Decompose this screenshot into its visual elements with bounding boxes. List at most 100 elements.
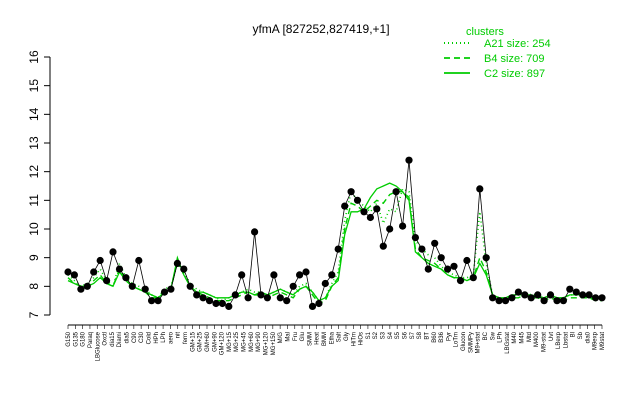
x-tick-label: G180: [81, 331, 87, 346]
data-point: [193, 291, 201, 299]
x-tick-label: M9+stat: [476, 332, 482, 354]
x-tick-label: LBGlucose: [95, 331, 101, 361]
data-point: [160, 288, 169, 296]
x-axis: G150 G135 G180 Paraq LBGlucose Oxctl dia15 Diam…: [66, 324, 606, 361]
chart-title: yfmA [827252,827419,+1]: [252, 22, 389, 36]
x-tick-label: Cold: [146, 332, 152, 344]
data-point: [341, 202, 349, 210]
data-point: [103, 277, 111, 285]
data-point: [405, 156, 413, 164]
data-point: [77, 285, 85, 293]
x-tick-label: Sw: [490, 331, 496, 340]
data-point: [366, 213, 374, 222]
data-point: [508, 294, 516, 302]
x-tick-label: M/G: [278, 332, 284, 344]
x-tick-label: S8: [417, 331, 423, 339]
data-point: [109, 248, 117, 256]
data-point: [534, 291, 542, 299]
data-point: [238, 271, 246, 279]
data-point: [592, 294, 600, 302]
y-tick-label: 11: [27, 194, 41, 207]
data-point: [115, 265, 124, 273]
data-point: [431, 239, 439, 247]
x-tick-label: G150: [66, 331, 72, 346]
x-tick-label: HiOs: [359, 332, 365, 345]
data-point: [456, 277, 465, 285]
data-point: [514, 288, 523, 296]
x-tick-label: MG+25: [234, 331, 240, 352]
legend-label: A21 size: 254: [484, 38, 551, 50]
x-tick-label: LBGstat: [505, 332, 511, 354]
x-tick-label: B60: [432, 331, 438, 342]
x-tick-label: M9exp: [593, 331, 599, 350]
x-tick-label: GM+120: [220, 331, 226, 355]
x-tick-label: G135: [73, 331, 79, 346]
x-tick-label: Heat: [315, 332, 321, 345]
data-point: [154, 297, 162, 305]
data-point: [148, 297, 156, 305]
data-point: [257, 291, 265, 299]
y-tick-label: 10: [27, 222, 41, 236]
x-tick-label: Mal: [285, 332, 291, 342]
x-tick-label: HPh: [154, 332, 160, 344]
legend-label: B4 size: 709: [484, 53, 545, 65]
data-point: [90, 268, 98, 276]
y-tick-label: 12: [27, 165, 41, 179]
data-point: [521, 291, 529, 299]
x-tick-label: MG+60: [249, 331, 255, 352]
data-point: [270, 271, 278, 279]
data-point: [469, 274, 477, 282]
data-point: [463, 256, 471, 265]
x-tick-label: Fru: [293, 332, 299, 341]
data-point: [540, 297, 548, 305]
data-point: [135, 256, 143, 265]
x-tick-label: GM+90: [212, 331, 218, 352]
data-point: [373, 205, 381, 213]
x-tick-label: BT: [424, 332, 430, 340]
data-point: [437, 254, 445, 262]
x-tick-label: BMM: [322, 332, 328, 346]
x-tick-label: aero: [168, 331, 174, 344]
x-tick-label: dia0: [585, 331, 591, 343]
data-point: [173, 259, 181, 267]
data-points: [64, 156, 606, 310]
data-point: [392, 188, 400, 196]
data-point: [489, 294, 497, 302]
data-point: [231, 291, 239, 299]
data-point: [379, 242, 387, 250]
x-tick-label: LBexp: [556, 331, 562, 349]
data-point: [585, 291, 593, 299]
x-tick-label: dia5: [125, 331, 131, 343]
data-point: [212, 299, 220, 308]
x-tick-label: MG+150: [271, 331, 277, 355]
data-point: [559, 297, 568, 305]
data-point: [308, 302, 317, 310]
x-tick-label: MG+45: [242, 331, 248, 352]
x-tick-label: M40: [512, 331, 518, 343]
data-point: [180, 265, 188, 273]
data-point: [302, 268, 310, 276]
x-tick-label: Pyr: [446, 332, 452, 341]
data-point: [218, 299, 226, 308]
data-point: [347, 188, 355, 196]
series-line-solid: [67, 182, 602, 302]
x-tick-label: S2: [373, 331, 379, 339]
x-tick-label: M400: [534, 331, 540, 347]
y-tick-label: 15: [27, 79, 41, 93]
data-point: [128, 282, 136, 290]
data-point: [424, 265, 432, 273]
x-tick-label: LPh: [498, 332, 504, 343]
y-tick-label: 7: [27, 311, 41, 318]
legend: clusters A21 size: 254 B4 size: 709 C2 siz…: [444, 26, 551, 80]
data-point: [205, 297, 214, 305]
x-tick-label: S5: [395, 331, 401, 339]
x-tick-label: Mtd: [527, 332, 533, 342]
x-tick-label: nit: [176, 332, 182, 339]
x-tick-label: LoTm: [454, 332, 460, 347]
data-point: [553, 297, 561, 305]
x-tick-label: MG+90: [256, 331, 262, 352]
x-tick-label: HiTm: [351, 332, 357, 346]
data-point: [328, 271, 336, 279]
data-point: [244, 294, 252, 302]
